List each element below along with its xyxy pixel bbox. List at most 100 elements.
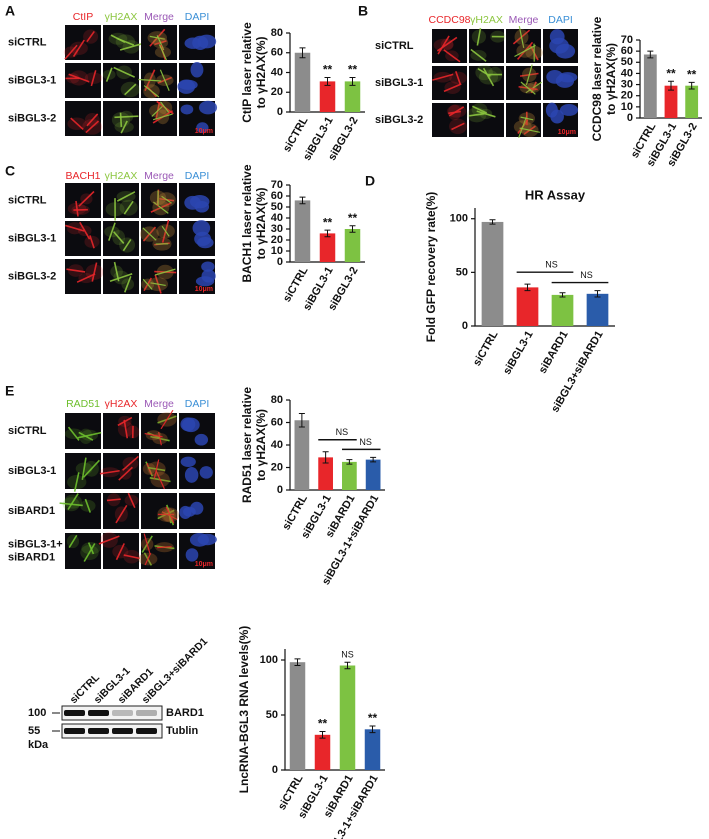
bar [319,81,336,112]
micrograph-background [141,221,177,256]
blot-band [88,710,109,716]
micrograph [141,183,177,218]
y-tick-label: 40 [271,212,283,224]
blot-band [112,710,133,716]
micrograph-background [432,29,467,63]
error-bar [324,229,331,238]
micrograph [179,25,217,60]
y-tick-label: 40 [621,67,633,79]
laser-stripe [518,115,528,139]
micrograph [65,101,103,136]
error-bar [299,47,306,59]
laser-stripe [514,44,536,57]
laser-stripe [149,35,165,40]
y-tick-label: 0 [277,484,283,496]
micrograph [65,259,104,294]
laser-stripe [144,432,163,438]
laser-stripe [106,498,121,502]
y-tick-label: 20 [271,86,283,98]
laser-stripe [76,273,96,283]
y-tick-label: 50 [456,266,468,278]
micrograph [506,103,541,139]
marker-label: 100 [28,707,46,719]
y-tick-label: 60 [271,190,283,202]
nucleus [192,35,209,50]
laser-stripe [84,498,92,513]
micrograph-background [141,453,177,489]
laser-stripe [155,470,165,490]
row-label: siCTRL [8,194,47,206]
nucleus [182,417,200,433]
nucleus [545,102,558,118]
y-axis-label: CtIP laser relativeto γH2AX(%) [240,22,268,123]
laser-stripe [105,67,113,82]
laser-stripe [112,231,125,244]
scale-bar-label: 10μm [558,129,576,136]
error-bar [344,661,351,670]
micrograph [467,102,504,137]
micrograph-background [65,183,101,218]
laser-stripe [123,554,140,560]
channel-label: DAPI [548,14,573,26]
micrograph [141,25,177,61]
y-tick-label: 60 [271,47,283,59]
laser-stripe [91,262,98,282]
chart-title: HR Assay [525,187,586,202]
laser-stripe [99,469,120,475]
laser-stripe [520,81,536,95]
laser-stripe [153,201,169,214]
micrograph [432,103,467,137]
nucleus [195,276,215,287]
laser-stripe [68,534,78,548]
micrograph [63,25,101,60]
laser-stripe [86,30,95,43]
micrograph [179,453,215,489]
micrograph [179,259,216,294]
error-bar [369,725,376,734]
nucleus [198,100,218,115]
y-tick-label: 50 [621,56,633,68]
y-tick-label: 0 [627,112,633,124]
laser-stripe [525,81,543,94]
y-tick-label: 40 [271,439,283,451]
laser-stripe [472,105,488,114]
micrograph-background [65,259,101,294]
channel-label: Merge [144,170,174,182]
row-label: siBGL3-2 [8,270,56,282]
row-label: siBGL3-1 [8,74,56,86]
y-tick-label: 0 [462,320,468,332]
bar [294,52,311,112]
error-bar [370,456,377,463]
band-label: Tublin [166,725,198,737]
nucleus [180,456,196,467]
micrograph-background [103,63,139,98]
micrograph [65,63,103,98]
nucleus [189,532,210,547]
channel-label: DAPI [185,398,210,410]
laser-stripe [138,78,162,82]
laser-stripe [436,36,458,52]
nucleus [184,467,199,483]
laser-stripe [142,278,153,290]
micrograph [99,453,139,489]
channel-label: DAPI [185,170,210,182]
y-tick-label: 30 [271,223,283,235]
x-tick-label: siBARD1 [537,329,571,376]
micrograph-background [469,66,504,100]
micrograph [177,61,215,98]
y-tick-label: 100 [260,654,278,666]
y-tick-label: 50 [266,709,278,721]
laser-stripe [64,44,78,60]
laser-stripe [85,120,100,134]
laser-stripe [153,459,160,479]
laser-stripe [482,67,495,87]
laser-stripe [120,120,128,134]
micrograph-background [103,493,139,529]
micrograph [59,493,101,529]
laser-stripe [159,69,170,91]
laser-stripe [116,191,136,202]
significance-label: ** [368,711,378,725]
panel-letter: C [5,163,15,179]
laser-stripe [158,44,168,61]
band-label: BARD1 [166,707,204,719]
